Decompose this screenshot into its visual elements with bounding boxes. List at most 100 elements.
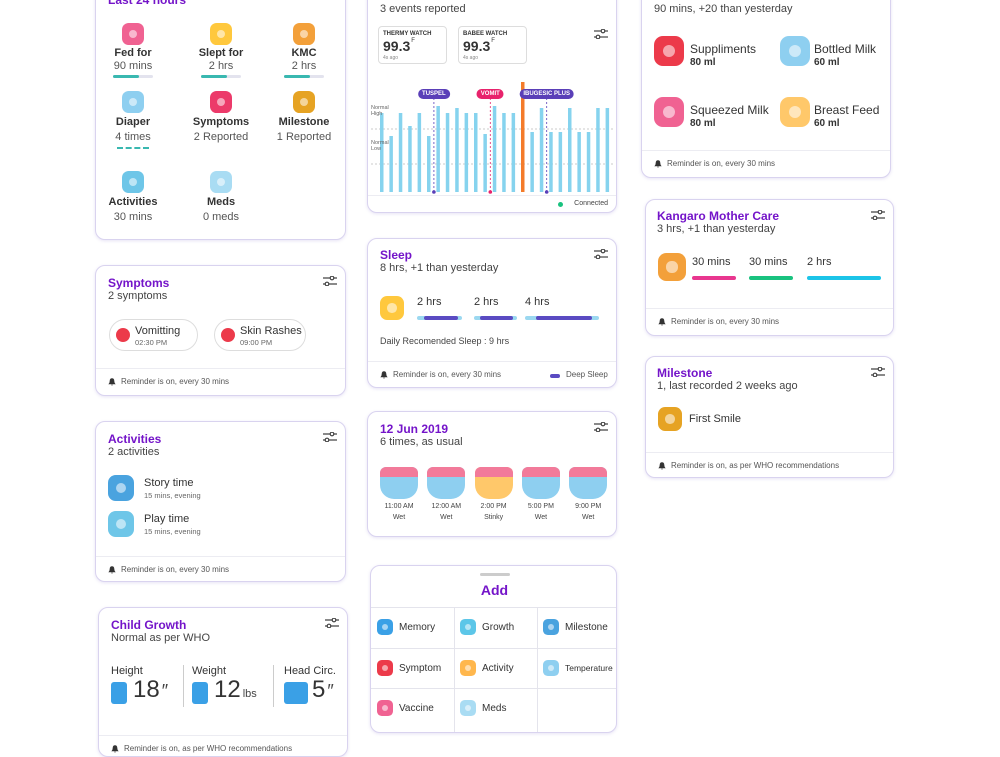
progress-fill bbox=[284, 75, 310, 78]
icon-detail bbox=[547, 623, 555, 631]
icon-detail bbox=[128, 97, 138, 107]
reading-bar bbox=[521, 82, 525, 192]
diaper-type: Wet bbox=[534, 514, 548, 521]
icon bbox=[108, 511, 134, 537]
icon bbox=[122, 23, 144, 45]
bell bbox=[658, 462, 666, 470]
divider bbox=[646, 452, 893, 453]
feed-amount: 80 ml bbox=[690, 118, 716, 129]
event-label: VOMIT bbox=[476, 89, 504, 99]
icon-detail bbox=[216, 97, 226, 107]
bell-icon bbox=[654, 160, 662, 168]
growth-value: 5 bbox=[312, 676, 326, 703]
bell-icon bbox=[658, 462, 666, 470]
growth-icon bbox=[284, 682, 308, 704]
icon bbox=[377, 700, 393, 716]
reading-bar bbox=[568, 108, 572, 192]
filter-knob bbox=[331, 618, 337, 623]
item-label: Activities bbox=[108, 196, 158, 208]
diaper-time: 2:00 PM bbox=[480, 503, 507, 510]
reading-bar bbox=[511, 113, 516, 192]
growth-label: Weight bbox=[192, 665, 227, 677]
option-label: Symptom bbox=[399, 663, 442, 674]
icon bbox=[122, 171, 144, 193]
card-title: Symptoms bbox=[108, 276, 170, 290]
diaper-icon bbox=[474, 467, 513, 499]
growth-value: 18 bbox=[133, 676, 160, 703]
feed-amount: 60 ml bbox=[814, 57, 840, 68]
divider bbox=[99, 735, 347, 736]
recommended-sleep: Daily Recomended Sleep : 9 hrs bbox=[380, 336, 510, 346]
card-subtitle: 6 times, as usual bbox=[380, 436, 463, 448]
filter-button[interactable] bbox=[594, 29, 608, 39]
item-value: 2 Reported bbox=[193, 131, 249, 143]
icon bbox=[210, 171, 232, 193]
icon-detail bbox=[128, 177, 138, 187]
item-value: 30 mins bbox=[113, 211, 153, 223]
legend-swatch bbox=[550, 374, 560, 378]
diaper-time: 5:00 PM bbox=[527, 503, 554, 510]
reading-bar bbox=[417, 113, 422, 192]
diaper-time: 9:00 PM bbox=[575, 503, 602, 510]
event-label: TUSPEL bbox=[418, 89, 450, 99]
filter-button[interactable] bbox=[594, 249, 608, 259]
reminder-text: Reminder is on, every 30 mins bbox=[667, 159, 776, 168]
icon bbox=[293, 91, 315, 113]
reading-bar bbox=[436, 106, 440, 192]
reading-bar bbox=[558, 132, 563, 192]
item-label: Symptoms bbox=[192, 116, 250, 128]
divider bbox=[368, 195, 616, 196]
growth-icon bbox=[192, 682, 208, 704]
device-value-group: 99.3 F bbox=[383, 38, 443, 54]
symptom-chip[interactable] bbox=[109, 319, 198, 351]
sleep-segment: 2 hrs bbox=[417, 296, 442, 308]
device-unit: F bbox=[411, 38, 415, 44]
item-label: Fed for bbox=[114, 47, 152, 59]
reading-bar bbox=[455, 108, 459, 192]
growth-value-group: 12 lbs bbox=[214, 676, 284, 706]
activity-detail: 15 mins, evening bbox=[144, 527, 201, 536]
filter-button[interactable] bbox=[871, 367, 885, 377]
filter-button[interactable] bbox=[325, 618, 339, 628]
kmc-bar bbox=[692, 276, 736, 280]
symptom-name: Skin Rashes bbox=[240, 325, 302, 337]
bell bbox=[380, 371, 388, 379]
filter-button[interactable] bbox=[323, 276, 337, 286]
feeding-card: 90 mins, +20 than yesterday Suppliments 80… bbox=[641, 0, 891, 178]
filter-knob bbox=[326, 623, 332, 628]
kmc-session: 2 hrs bbox=[807, 256, 832, 268]
icon bbox=[460, 619, 476, 635]
card-title: Milestone bbox=[657, 366, 713, 380]
icon bbox=[377, 660, 393, 676]
option-label: Meds bbox=[482, 703, 507, 714]
icon-detail bbox=[789, 106, 801, 118]
diaper-band bbox=[569, 467, 608, 477]
icon-detail bbox=[115, 482, 127, 494]
filter-button[interactable] bbox=[871, 210, 885, 220]
filter-button[interactable] bbox=[323, 432, 337, 442]
symptom-chip[interactable] bbox=[214, 319, 306, 351]
reading-bar bbox=[577, 132, 581, 192]
icon-detail bbox=[216, 29, 226, 39]
filter-button[interactable] bbox=[594, 422, 608, 432]
progress-track bbox=[201, 75, 241, 78]
column-divider bbox=[183, 665, 184, 707]
device-unit: F bbox=[491, 38, 495, 44]
diaper-time: 12:00 AM bbox=[431, 503, 462, 510]
diaper-band bbox=[427, 467, 466, 477]
dashed-progress bbox=[117, 147, 149, 149]
card-subtitle: 8 hrs, +1 than yesterday bbox=[380, 262, 499, 274]
bell-icon bbox=[111, 745, 119, 753]
icon-detail bbox=[665, 414, 675, 424]
bell-icon bbox=[108, 566, 116, 574]
filter-knob bbox=[595, 34, 601, 39]
normal-high-label: Normal High bbox=[371, 105, 389, 117]
icon bbox=[658, 253, 686, 281]
icon bbox=[293, 23, 315, 45]
bell bbox=[111, 745, 119, 753]
temperature-chart bbox=[371, 82, 615, 194]
reminder-text: Reminder is on, every 30 mins bbox=[671, 317, 780, 326]
bell bbox=[654, 160, 662, 168]
icon-detail bbox=[381, 664, 389, 672]
